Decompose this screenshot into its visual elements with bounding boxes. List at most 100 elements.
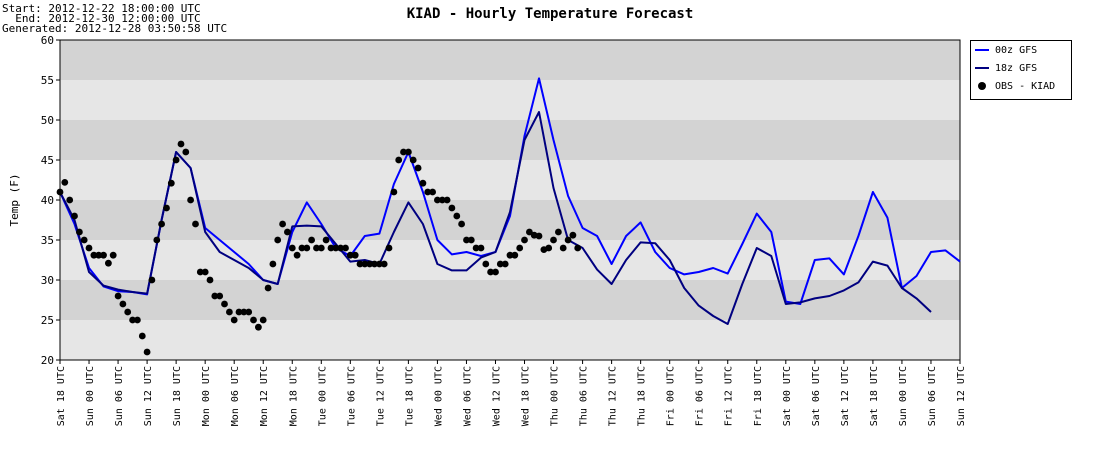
obs-point [259,316,267,324]
x-tick-label: Sun 06 UTC [114,366,125,426]
obs-point [76,228,83,236]
x-tick-label: Sat 06 UTC [811,366,822,426]
obs-point [158,220,166,228]
x-tick-label: Fri 18 UTC [753,366,764,426]
x-tick-label: Sun 00 UTC [85,366,96,426]
obs-point [438,196,446,204]
y-tick-label: 30 [41,274,54,287]
x-tick-label: Thu 18 UTC [637,366,648,426]
x-tick-label: Sat 18 UTC [56,366,67,426]
obs-point [138,332,146,340]
obs-point [322,236,330,244]
obs-point [463,236,470,244]
y-tick-label: 40 [41,194,54,207]
x-tick-label: Thu 00 UTC [550,366,561,426]
x-tick-label: Wed 18 UTC [521,366,532,426]
legend-label-18z: 18z GFS [995,63,1038,74]
series-lines [59,77,961,325]
obs-point [467,236,475,244]
obs-point [167,179,175,187]
obs-point [119,300,127,308]
obs-point [424,188,432,196]
obs-point [61,179,69,186]
obs-point [274,236,282,244]
y-tick-label: 35 [41,234,54,247]
obs-point [298,244,306,252]
x-tick-label: Fri 12 UTC [724,366,735,426]
y-tick-label: 45 [41,154,54,167]
legend-item-18z: 18z GFS [975,61,1037,77]
obs-point [317,244,325,252]
obs-point [245,308,253,316]
obs-point [56,188,64,196]
start-time: Start: 2012-12-22 18:00:00 UTC [2,2,201,15]
obs-point [153,236,161,244]
x-tick-label: Mon 12 UTC [259,366,270,426]
x-tick-label: Fri 06 UTC [695,366,706,426]
obs-point [124,308,132,316]
obs-point [429,188,436,196]
x-tick-label: Sun 12 UTC [143,366,154,426]
obs-point [172,156,180,164]
obs-point [342,244,349,252]
obs-point [574,244,582,252]
obs-point [192,220,199,228]
band [60,120,960,160]
obs-point [303,244,311,252]
obs-markers [56,140,582,356]
obs-point [71,212,78,220]
obs-point [376,260,383,268]
obs-point [564,236,572,244]
obs-point [458,220,465,228]
obs-point [187,196,195,204]
background-bands [59,39,961,361]
series-line-00z-gfs [59,77,961,305]
obs-point [313,244,320,252]
obs-point [506,251,514,259]
obs-point [419,179,427,187]
obs-point [482,260,490,268]
legend-label-00z: 00z GFS [995,45,1038,56]
x-tick-label: Wed 06 UTC [462,366,473,426]
obs-point [269,260,277,268]
band [60,40,960,80]
obs-point [332,244,340,252]
x-tick-label: Thu 06 UTC [579,366,590,426]
x-tick-label: Sun 06 UTC [927,366,938,426]
obs-point [211,292,219,300]
legend-swatch-18z [975,67,989,69]
legend: 00z GFS 18z GFS OBS - KIAD [970,40,1072,100]
y-tick-label: 60 [41,34,54,47]
obs-point [448,204,456,212]
obs-point [496,260,504,268]
x-tick-label: Fri 00 UTC [666,366,677,426]
obs-point [201,268,209,276]
y-tick-label: 55 [41,74,54,87]
x-tick-label: Sat 18 UTC [869,366,880,426]
obs-point [516,244,524,252]
obs-point [434,196,441,204]
obs-point [569,231,577,239]
obs-point [405,148,412,156]
obs-point [255,323,262,331]
obs-point [196,268,204,276]
x-tick-label: Sat 00 UTC [782,366,793,426]
x-axis: Sat 18 UTC Sun 00 UTC Sun 06 UTC Sun 12 UTC… [56,360,967,426]
obs-point [356,260,364,268]
obs-point [279,220,286,228]
y-axis: 20 25 30 35 40 45 50 55 60 [41,34,60,367]
obs-point [148,276,156,284]
obs-point [453,212,461,220]
band [60,80,960,120]
obs-point [85,244,93,252]
obs-point [105,259,112,267]
obs-dot-icon [978,82,986,90]
chart-title: KIAD - Hourly Temperature Forecast [406,6,694,22]
y-tick-label: 50 [41,114,54,127]
legend-swatch-00z [975,49,989,51]
y-tick-label: 20 [41,354,54,367]
obs-point [477,244,485,252]
x-tick-label: Tue 06 UTC [346,366,357,426]
